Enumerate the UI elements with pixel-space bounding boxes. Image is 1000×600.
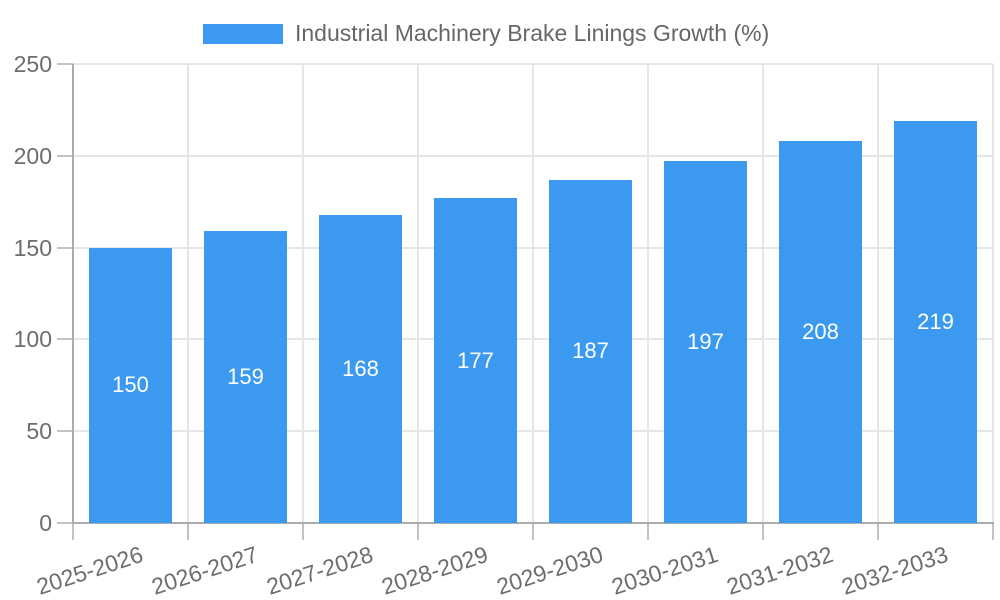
x-axis-tick bbox=[532, 524, 534, 540]
x-gridline bbox=[877, 64, 879, 523]
x-gridline bbox=[532, 64, 534, 523]
y-axis-line bbox=[72, 64, 74, 525]
x-axis-tick bbox=[417, 524, 419, 540]
y-axis-tick bbox=[57, 338, 73, 341]
x-axis-tick-label: 2028-2029 bbox=[377, 541, 491, 600]
x-axis-tick bbox=[187, 524, 189, 540]
x-gridline bbox=[417, 64, 419, 523]
y-axis-tick-label: 200 bbox=[13, 142, 52, 169]
x-gridline bbox=[187, 64, 189, 523]
x-axis-tick-label: 2025-2026 bbox=[32, 541, 146, 600]
y-axis-tick-label: 50 bbox=[26, 418, 52, 445]
x-axis-line bbox=[72, 522, 994, 524]
y-axis-tick-label: 0 bbox=[39, 510, 52, 536]
bar[interactable] bbox=[204, 231, 287, 523]
x-axis-tick bbox=[72, 524, 74, 540]
x-gridline bbox=[302, 64, 304, 523]
y-axis-tick bbox=[57, 246, 73, 249]
x-axis-tick-label: 2029-2030 bbox=[492, 541, 606, 600]
x-gridline bbox=[762, 64, 764, 523]
bar[interactable] bbox=[779, 141, 862, 523]
y-axis-tick bbox=[57, 154, 73, 157]
x-axis-tick-label: 2030-2031 bbox=[607, 541, 721, 600]
bar[interactable] bbox=[549, 179, 632, 523]
y-axis-tick-label: 250 bbox=[13, 51, 52, 77]
bar[interactable] bbox=[664, 161, 747, 523]
x-axis-tick bbox=[992, 524, 994, 540]
y-axis-tick-label: 150 bbox=[13, 234, 52, 261]
bar[interactable] bbox=[89, 247, 172, 523]
x-axis-tick-label: 2026-2027 bbox=[147, 541, 261, 600]
legend-item[interactable]: Industrial Machinery Brake Linings Growt… bbox=[203, 22, 769, 45]
x-axis-tick bbox=[762, 524, 764, 540]
y-axis-tick-label: 100 bbox=[13, 326, 52, 353]
bar[interactable] bbox=[319, 214, 402, 523]
x-gridline bbox=[647, 64, 649, 523]
x-axis-tick bbox=[302, 524, 304, 540]
legend-swatch bbox=[203, 23, 283, 44]
bar[interactable] bbox=[894, 120, 977, 523]
x-axis-tick bbox=[647, 524, 649, 540]
y-axis-tick bbox=[57, 430, 73, 433]
legend-label: Industrial Machinery Brake Linings Growt… bbox=[295, 20, 770, 46]
bar[interactable] bbox=[434, 198, 517, 523]
x-axis-tick-label: 2031-2032 bbox=[722, 541, 836, 600]
x-axis-tick-label: 2027-2028 bbox=[262, 541, 376, 600]
y-axis-tick bbox=[57, 522, 73, 524]
x-axis-tick bbox=[877, 524, 879, 540]
x-axis-tick-label: 2032-2033 bbox=[837, 541, 951, 600]
x-gridline bbox=[992, 64, 994, 523]
y-axis-tick bbox=[57, 63, 73, 65]
